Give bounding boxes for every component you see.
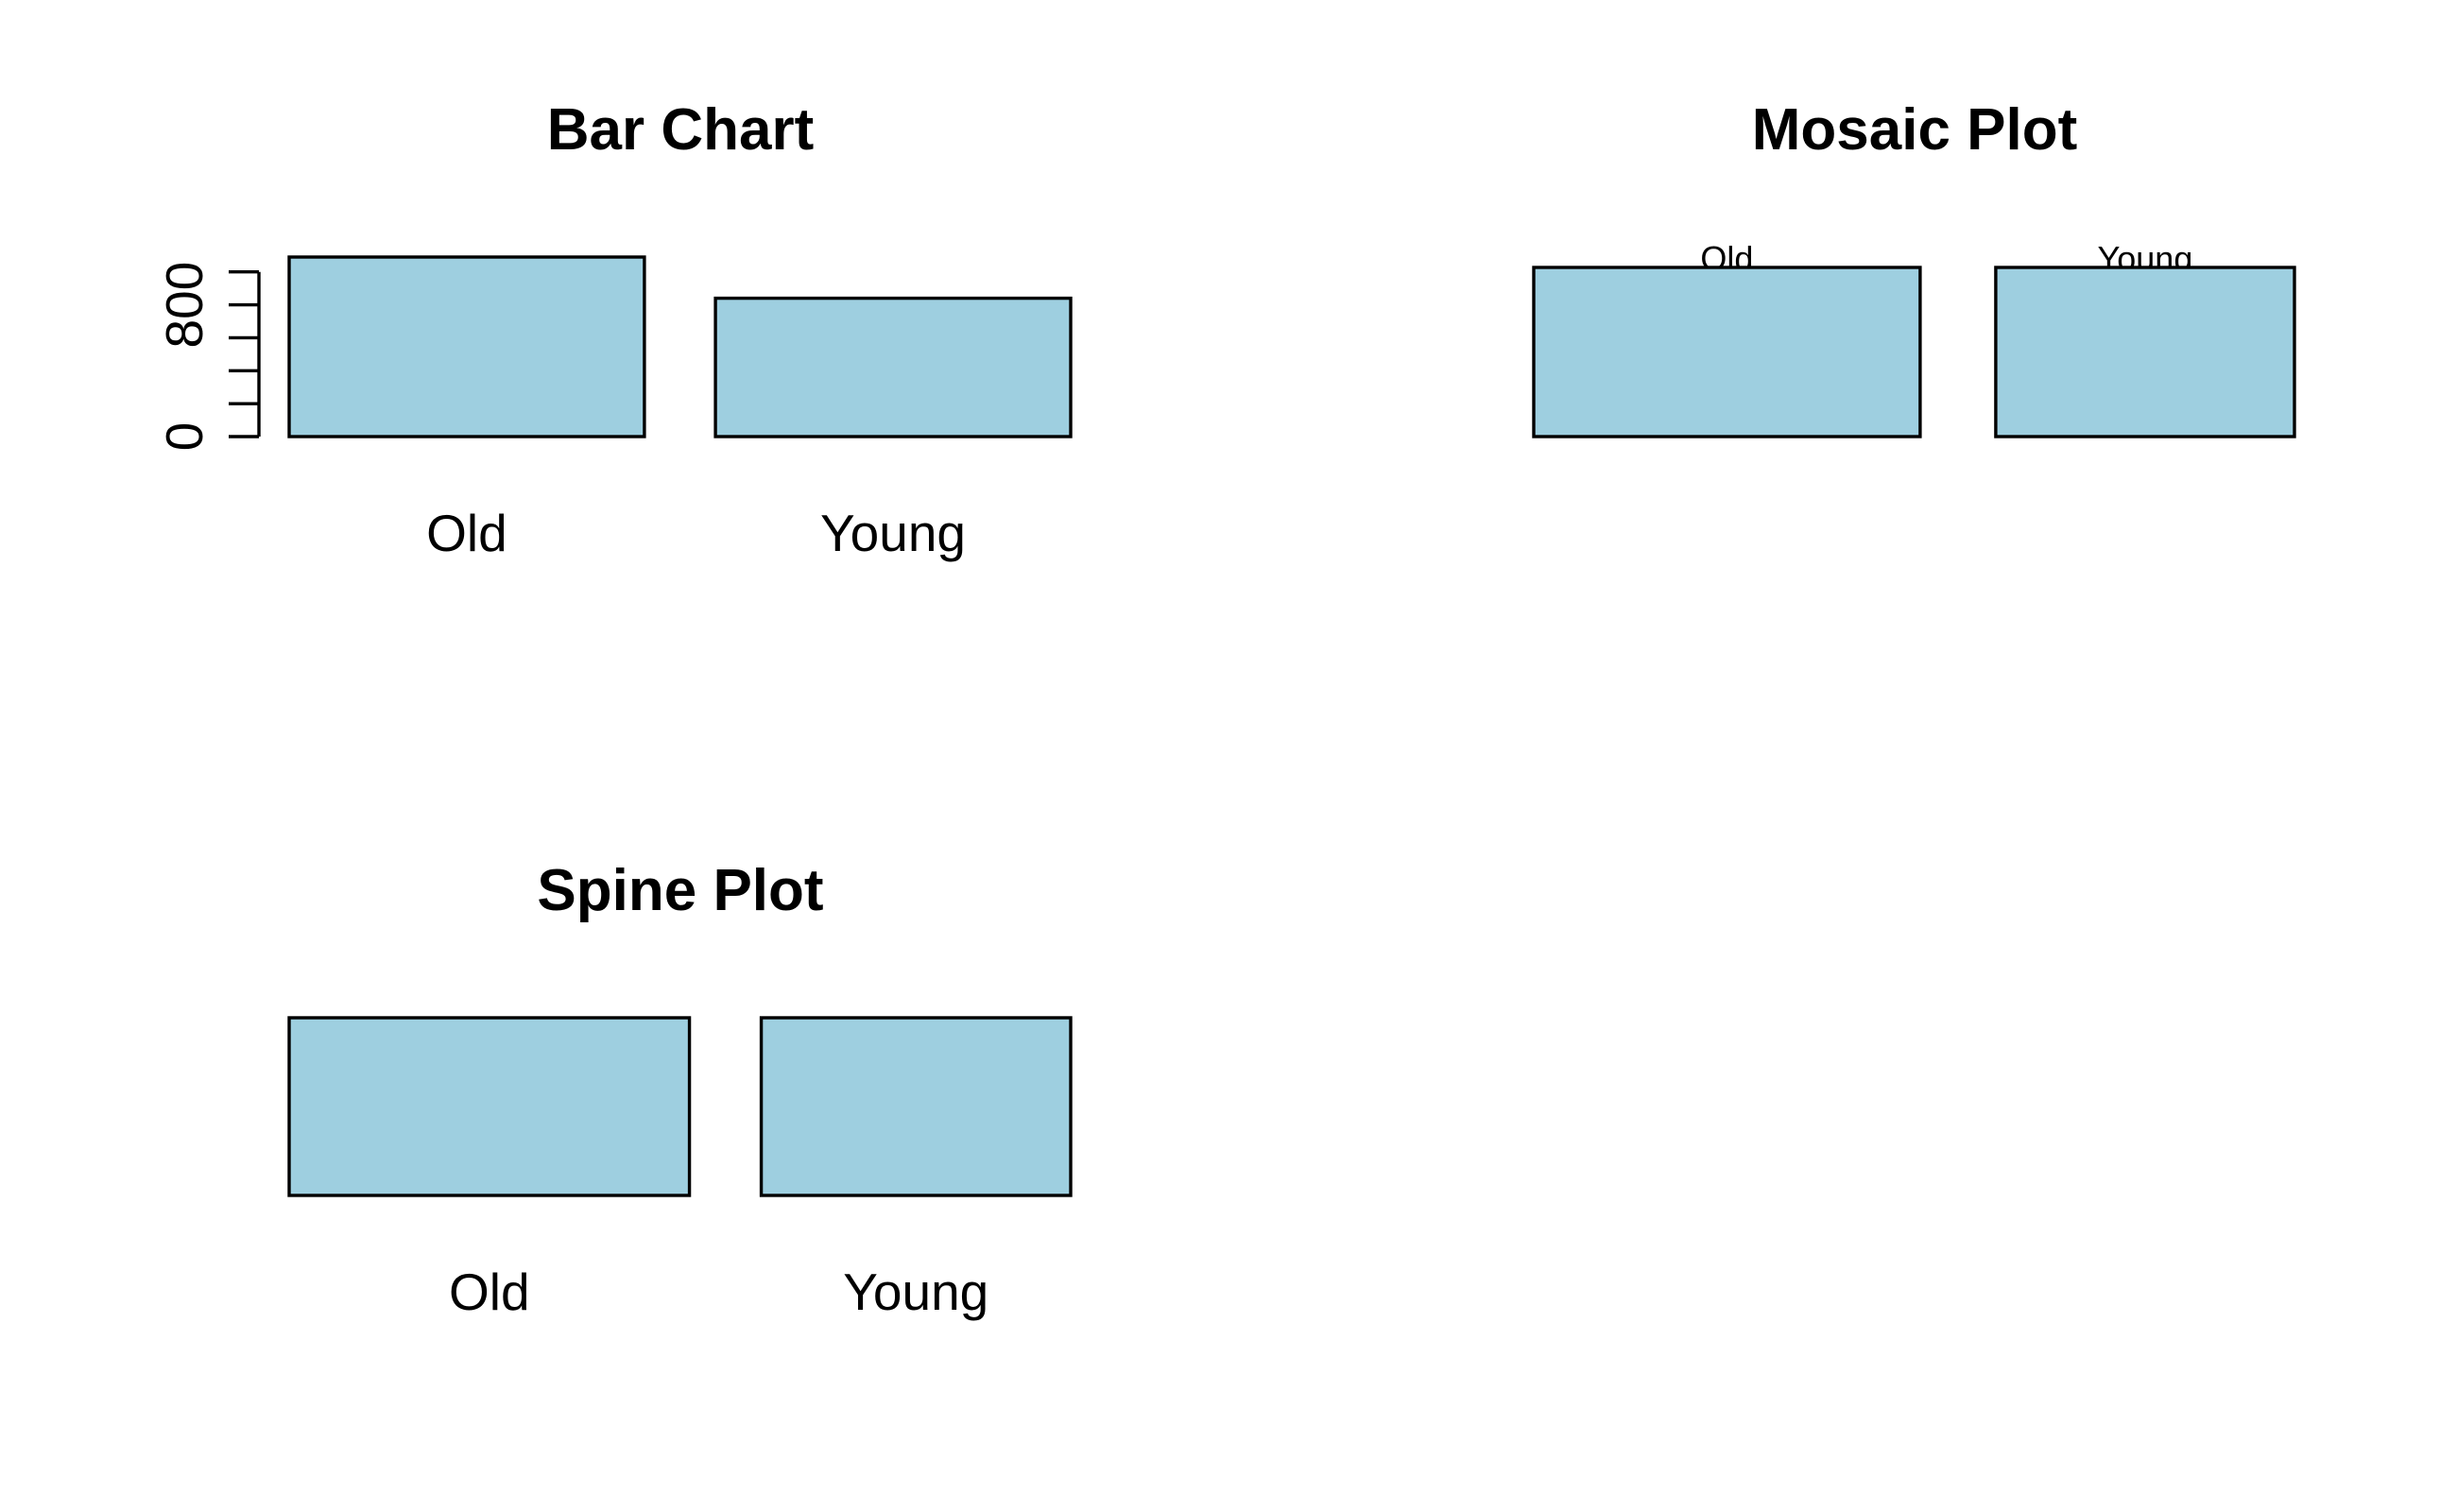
spine-plot-category-labels: Old Young xyxy=(449,1263,988,1321)
mosaic-plot-tile-old xyxy=(1532,266,1922,438)
spine-plot-bar-young xyxy=(759,1016,1073,1197)
bar-chart-y-tick-label: 800 xyxy=(155,262,214,349)
bar-chart-bar-old xyxy=(287,255,646,438)
bar-chart-y-tick-label: 0 xyxy=(155,422,214,452)
bar-chart-bars xyxy=(287,255,1073,438)
spine-plot-bar-old xyxy=(287,1016,692,1197)
bar-chart-panel: Bar Chart 0 800 Old Young xyxy=(155,97,1073,562)
spine-plot-label-young: Young xyxy=(843,1263,988,1321)
mosaic-plot-tile-young xyxy=(1994,266,2296,438)
spine-plot-bars xyxy=(287,1016,1073,1197)
mosaic-plot-tiles xyxy=(1532,266,2296,438)
mosaic-plot-panel: Mosaic Plot Old Young xyxy=(1532,97,2296,438)
bar-chart-title: Bar Chart xyxy=(547,97,815,163)
bar-chart-y-axis: 0 800 xyxy=(155,262,261,452)
bar-chart-category-labels: Old Young xyxy=(426,504,966,562)
spine-plot-title: Spine Plot xyxy=(537,858,823,923)
mosaic-plot-title: Mosaic Plot xyxy=(1752,97,2078,163)
spine-plot-panel: Spine Plot Old Young xyxy=(287,858,1073,1321)
bar-chart-label-young: Young xyxy=(820,504,966,562)
bar-chart-label-old: Old xyxy=(426,504,507,562)
spine-plot-label-old: Old xyxy=(449,1263,530,1321)
bar-chart-bar-young xyxy=(713,296,1073,438)
